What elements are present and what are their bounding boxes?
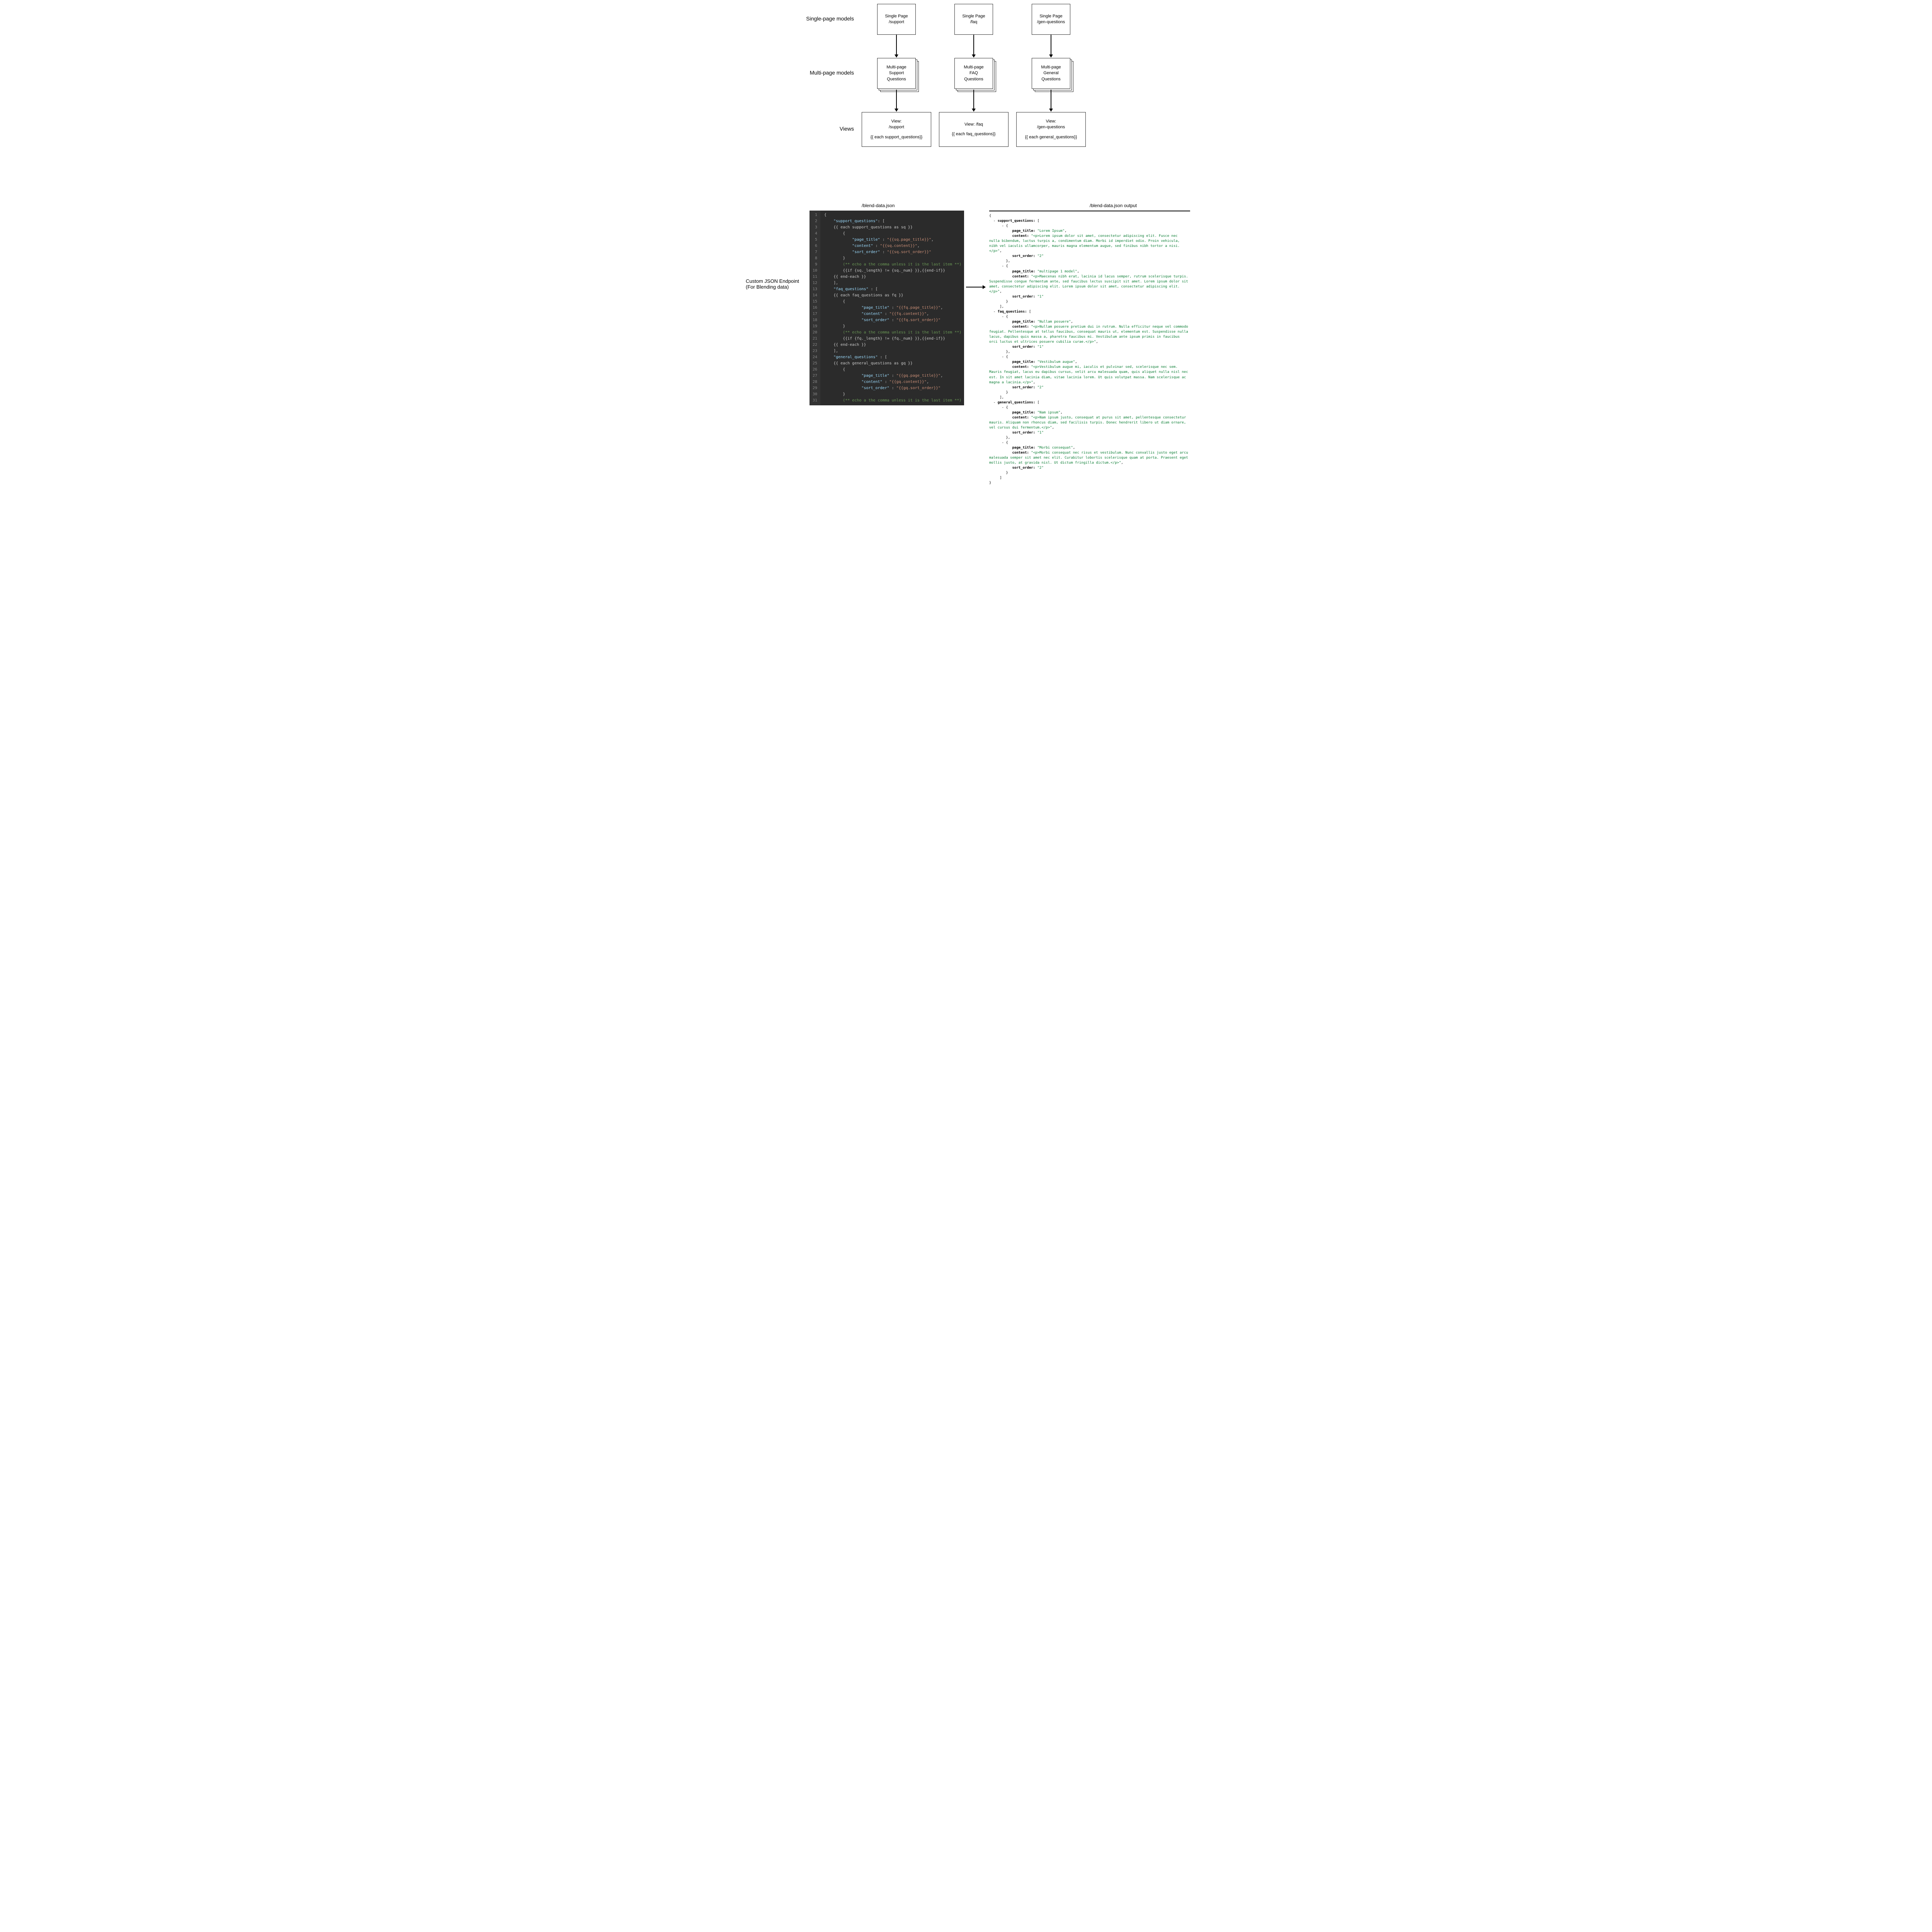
row-label-single: Single-page models (792, 15, 854, 22)
editor-title: /blend-data.json (862, 203, 895, 208)
view-box-2: View:/gen-questions{{ each general_quest… (1016, 112, 1086, 147)
single-page-box-2: Single Page/gen-questions (1032, 4, 1070, 35)
arrow-multi-to-view-0 (896, 90, 897, 111)
json-output: { - support_questions: [ - { page_title:… (989, 211, 1190, 486)
arrow-multi-to-view-1 (973, 90, 974, 111)
single-page-box-0: Single Page/support (877, 4, 916, 35)
side-label: Custom JSON Endpoint(For Blending data) (746, 278, 799, 290)
multi-page-stack-2: Multi-pageGeneralQuestions (1032, 58, 1070, 89)
view-box-1: View: /faq{{ each faq_questions}} (939, 112, 1009, 147)
single-page-box-1: Single Page/faq (954, 4, 993, 35)
code-body: { "support_questions": [ {{ each support… (820, 211, 965, 405)
arrow-single-to-multi-1 (973, 35, 974, 57)
output-title: /blend-data.json output (1090, 203, 1137, 208)
row-label-multi: Multi-page models (792, 70, 854, 76)
multi-page-stack-0: Multi-pageSupportQuestions (877, 58, 916, 89)
row-label-views: Views (792, 126, 854, 132)
multi-page-stack-1: Multi-pageFAQQuestions (954, 58, 993, 89)
code-editor: 1234567891011121314151617181920212223242… (810, 211, 964, 405)
code-gutter: 1234567891011121314151617181920212223242… (810, 211, 820, 405)
arrow-single-to-multi-0 (896, 35, 897, 57)
view-box-0: View:/support{{ each support_questions}} (862, 112, 931, 147)
